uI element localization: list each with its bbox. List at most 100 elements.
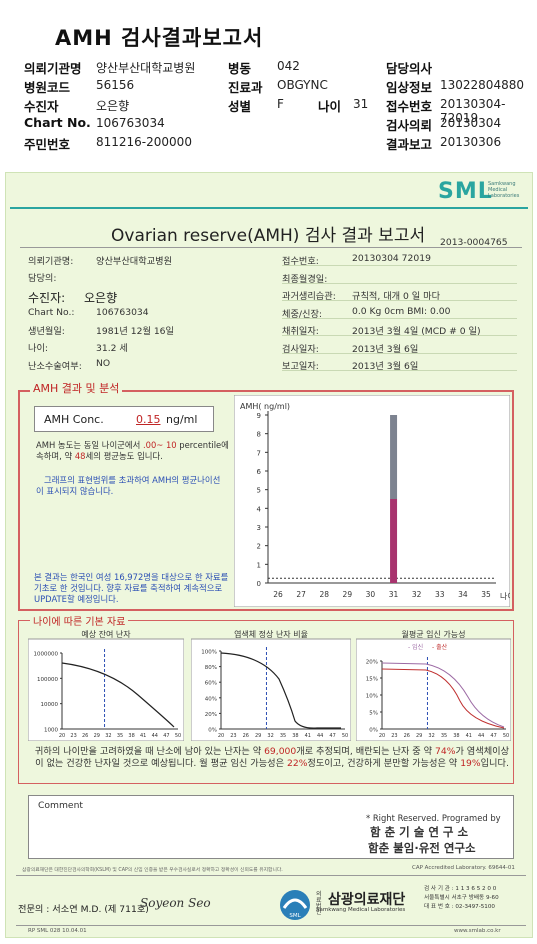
info-rule bbox=[282, 335, 517, 336]
y-tick-label: 10% bbox=[366, 694, 378, 700]
x-tick-label: 47 bbox=[329, 733, 335, 739]
y-tick-label: 6 bbox=[257, 468, 262, 476]
right-info-value: 2013년 3월 6일 bbox=[352, 343, 419, 355]
series-line bbox=[61, 662, 175, 728]
x-tick-label: 29 bbox=[416, 733, 422, 739]
right-info-label: 보고일자: bbox=[282, 361, 319, 372]
rights-text: * Right Reserved. Programed by bbox=[366, 813, 501, 823]
x-tick-label: 44 bbox=[317, 733, 323, 739]
age-label: 나이 bbox=[318, 99, 342, 114]
x-tick-label: 26 bbox=[273, 590, 283, 599]
x-tick-label: 23 bbox=[391, 733, 397, 739]
series-line bbox=[220, 652, 341, 729]
x-tick-label: 38 bbox=[292, 733, 298, 739]
y-tick-label: 0% bbox=[208, 728, 217, 734]
y-tick-label: 60% bbox=[205, 681, 217, 687]
logo-rule bbox=[10, 207, 528, 209]
amh-data-note: 본 결과는 한국인 여성 16,972명을 대상으로 한 자료를 기초로 한 것… bbox=[34, 572, 229, 604]
x-tick-label: 29 bbox=[343, 590, 353, 599]
header-value: 13022804880 bbox=[440, 78, 524, 92]
x-tick-label: 35 bbox=[280, 733, 286, 739]
x-tick-label: 26 bbox=[243, 733, 249, 739]
doc-number: 2013-0004765 bbox=[440, 237, 508, 248]
header-value: 042 bbox=[277, 59, 300, 73]
x-tick-label: 50 bbox=[503, 733, 509, 739]
amh-section-box bbox=[18, 390, 514, 611]
chromosome-normal-chart: 염색체 정상 난자 비율 100% 80% 60% 40% 20% 0%20 23 26 29 32… bbox=[191, 629, 351, 741]
info-rule bbox=[282, 300, 517, 301]
header-value: 20130306 bbox=[440, 135, 502, 149]
chart-title: 염색체 정상 난자 비율 bbox=[234, 629, 308, 639]
header-value: 106763034 bbox=[96, 116, 165, 130]
header-value: 오은향 bbox=[96, 99, 130, 113]
right-info-label: 체중/신장: bbox=[282, 308, 323, 320]
left-info-label: 난소수술여부: bbox=[28, 361, 82, 372]
amh-conc-box bbox=[34, 406, 214, 432]
x-tick-label: 44 bbox=[152, 733, 158, 739]
report-title: AMH 검사결과보고서 bbox=[55, 26, 264, 50]
info-rule bbox=[282, 352, 517, 354]
left-info-value: 1981년 12월 16일 bbox=[96, 326, 174, 337]
header-label: 병동 bbox=[228, 61, 252, 76]
y-tick-label: 2 bbox=[257, 543, 261, 551]
sml-logo: SML bbox=[438, 179, 493, 204]
x-tick-label: 32 bbox=[412, 590, 422, 599]
header-label: 수진자 bbox=[24, 99, 59, 114]
right-info-value: 20130304 72019 bbox=[352, 253, 431, 264]
series-birth bbox=[381, 668, 505, 729]
y-tick-label: 100% bbox=[201, 650, 217, 656]
y-tick-label: 1000000 bbox=[34, 652, 59, 658]
header-label: 진료과 bbox=[228, 80, 263, 95]
right-info-label: 과거생리습관: bbox=[282, 291, 336, 302]
x-tick-label: 38 bbox=[453, 733, 459, 739]
left-info-label: Chart No.: bbox=[28, 307, 75, 318]
left-info-value: NO bbox=[96, 358, 111, 369]
y-tick-label: 4 bbox=[257, 505, 262, 513]
chart-frame bbox=[356, 638, 511, 741]
x-tick-label: 23 bbox=[70, 733, 76, 739]
title-rule bbox=[20, 247, 522, 248]
right-info-value: 2013년 3월 4일 (MCD # 0 일) bbox=[352, 326, 481, 337]
y-tick-label: 40% bbox=[205, 696, 217, 702]
footer-accreditation: 삼광의료재단은 대한진단검사의학회(KSLM) 및 CAP의 신임 인증을 받은… bbox=[22, 868, 283, 873]
x-tick-label: 29 bbox=[255, 733, 261, 739]
x-tick-label: 41 bbox=[305, 733, 311, 739]
signer-text: 전문의 : 서소연 M.D. (제 711호) bbox=[18, 904, 149, 915]
x-tick-label: 47 bbox=[163, 733, 169, 739]
x-axis-label: 나이 bbox=[500, 591, 510, 601]
header-label: 임상정보 bbox=[386, 80, 433, 95]
left-info-value: 오은향 bbox=[84, 291, 118, 305]
right-info-value: 규칙적, 대개 0 일 마다 bbox=[352, 291, 441, 302]
x-tick-label: 23 bbox=[230, 733, 236, 739]
sml-logo-sub: Samkwang Medical Laboratories bbox=[488, 181, 520, 199]
header-label: 결과보고 bbox=[386, 137, 433, 152]
legend-birth: - 출산 bbox=[432, 643, 448, 651]
info-rule bbox=[282, 317, 517, 319]
form-number: RP SML 028 10.04.01 bbox=[28, 928, 87, 934]
x-tick-label: 47 bbox=[490, 733, 496, 739]
x-tick-label: 35 bbox=[117, 733, 123, 739]
x-tick-label: 32 bbox=[428, 733, 434, 739]
institute-1: 함 춘 기 술 연 구 소 bbox=[370, 825, 469, 839]
header-label: 검사의뢰 bbox=[386, 118, 433, 133]
x-tick-label: 35 bbox=[441, 733, 447, 739]
y-tick-label: 3 bbox=[257, 524, 261, 532]
footer-rule bbox=[16, 875, 526, 876]
y-tick-label: 5% bbox=[369, 711, 378, 717]
x-tick-label: 38 bbox=[128, 733, 134, 739]
info-rule bbox=[282, 265, 517, 266]
left-info-label: 나이: bbox=[28, 343, 49, 354]
chart-frame bbox=[234, 395, 510, 607]
y-tick-label: 0 bbox=[257, 580, 261, 588]
left-info-value: 31.2 세 bbox=[96, 343, 128, 354]
amh-conc-label: AMH Conc. bbox=[44, 413, 104, 426]
chart-frame bbox=[28, 638, 184, 741]
info-rule bbox=[282, 282, 517, 284]
header-label: 담당의사 bbox=[386, 61, 433, 76]
doc-title: Ovarian reserve(AMH) 검사 결과 보고서 bbox=[111, 226, 426, 246]
x-tick-label: 33 bbox=[435, 590, 445, 599]
left-info-label: 의뢰기관명: bbox=[28, 256, 74, 267]
foundation-name: 삼광의료재단 bbox=[328, 892, 406, 908]
header-label: 의뢰기관명 bbox=[24, 61, 82, 76]
right-info-label: 검사일자: bbox=[282, 343, 319, 355]
